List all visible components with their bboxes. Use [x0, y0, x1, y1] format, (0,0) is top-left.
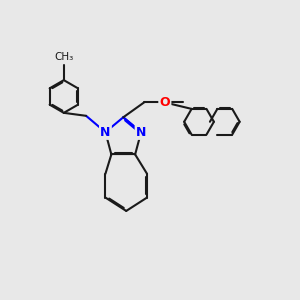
- Text: CH₃: CH₃: [54, 52, 74, 62]
- Text: O: O: [160, 96, 170, 109]
- Text: N: N: [136, 126, 146, 139]
- Text: N: N: [100, 126, 111, 139]
